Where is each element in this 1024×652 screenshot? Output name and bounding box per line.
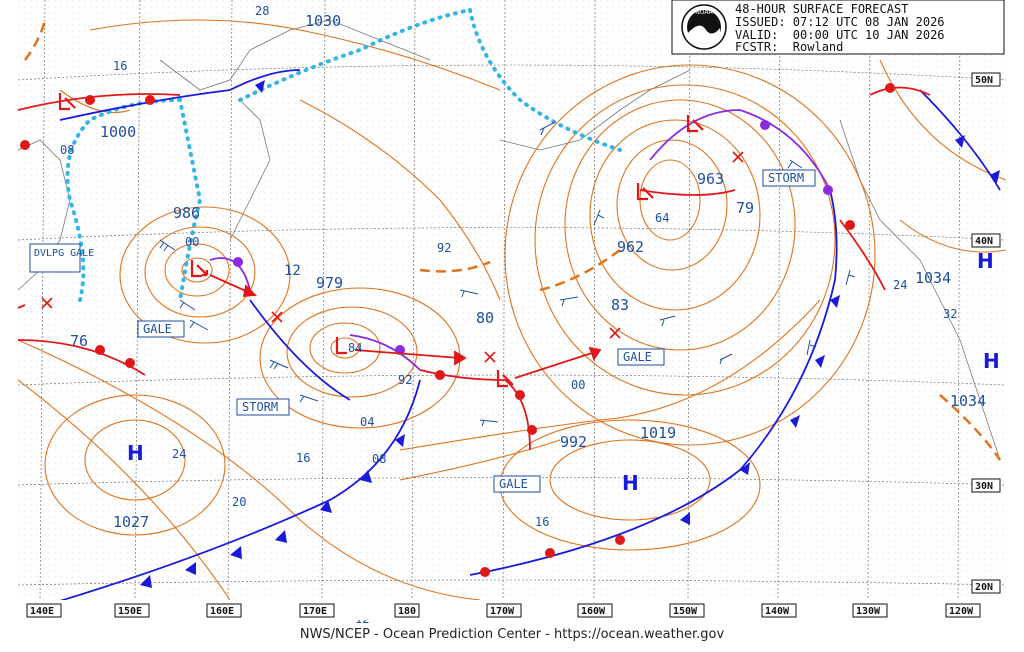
svg-text:1034: 1034 [950,392,986,410]
svg-text:992: 992 [560,433,587,451]
pressure-labels: 1030 1000 986 979 963 962 83 80 79 992 1… [60,4,986,626]
high-markers: H H H H [127,249,1000,495]
svg-text:150W: 150W [673,606,698,617]
warning-storm-1: STORM [236,398,290,416]
svg-text:12: 12 [284,263,301,279]
svg-text:1030: 1030 [305,12,341,30]
wind-barbs [159,121,856,427]
svg-text:28: 28 [255,4,269,18]
latitude-axis: 50N 40N 30N 20N [971,72,1001,594]
high-center-2: H [622,471,639,495]
high-center-3: H [977,249,994,273]
map-background [18,0,1006,600]
header-issued: ISSUED: 07:12 UTC 08 JAN 2026 [735,15,945,29]
warning-storm-2: STORM [762,169,816,187]
svg-text:979: 979 [316,274,343,292]
svg-text:130W: 130W [856,606,881,617]
warning-dvlpg-gale: DVLPG GALE [29,243,94,273]
svg-text:DVLPG GALE: DVLPG GALE [34,248,94,259]
low-markers [58,93,704,388]
header-forecaster: FCSTR: Rowland [735,40,843,54]
svg-text:150E: 150E [118,606,142,617]
low-x-markers [41,151,744,363]
ice-edge [65,8,622,302]
header-valid: VALID: 00:00 UTC 10 JAN 2026 [735,28,945,42]
svg-text:24: 24 [172,447,186,461]
svg-text:64: 64 [655,211,669,225]
svg-text:986: 986 [173,204,200,222]
svg-text:92: 92 [437,241,451,255]
cold-front-barbs [140,80,1000,588]
svg-text:16: 16 [296,451,310,465]
header-title: 48-HOUR SURFACE FORECAST [735,2,908,16]
svg-text:24: 24 [893,278,907,292]
svg-text:1019: 1019 [640,424,676,442]
longitude-axis: 140E 150E 160E 170E 180 170W 160W 150W 1… [18,600,1006,620]
svg-text:962: 962 [617,238,644,256]
svg-text:80: 80 [476,309,494,327]
footer-credit: NWS/NCEP - Ocean Prediction Center - htt… [299,627,725,642]
svg-text:963: 963 [697,170,724,188]
svg-text:STORM: STORM [768,171,804,185]
storm-tracks [17,274,602,379]
warm-front-bumps [20,83,895,577]
svg-text:00: 00 [571,378,585,392]
svg-text:32: 32 [943,307,957,321]
warning-gale-2: GALE [617,348,665,366]
svg-text:160E: 160E [210,606,234,617]
troughs [23,19,1002,461]
svg-text:GALE: GALE [623,350,652,364]
svg-text:30N: 30N [975,481,993,492]
warning-gale-3: GALE [493,475,541,493]
forecast-header: NOAA 48-HOUR SURFACE FORECAST ISSUED: 07… [671,0,1005,55]
high-center-4: H [983,349,1000,373]
svg-text:08: 08 [372,452,386,466]
svg-text:140W: 140W [765,606,790,617]
svg-text:16: 16 [113,59,127,73]
svg-text:20: 20 [232,495,246,509]
svg-text:84: 84 [348,341,362,355]
svg-text:1027: 1027 [113,513,149,531]
svg-text:08: 08 [60,143,74,157]
svg-text:79: 79 [736,199,754,217]
svg-text:170E: 170E [303,606,327,617]
svg-text:GALE: GALE [499,477,528,491]
svg-text:1000: 1000 [100,123,136,141]
svg-text:1034: 1034 [915,269,951,287]
svg-text:170W: 170W [490,606,515,617]
svg-text:40N: 40N [975,236,993,247]
high-center-1: H [127,441,144,465]
svg-text:140E: 140E [30,606,54,617]
svg-text:16: 16 [535,515,549,529]
svg-text:180: 180 [398,606,416,617]
svg-text:92: 92 [398,373,412,387]
warning-gale-1: GALE [137,320,185,338]
occluded-front-symbols [233,120,833,355]
svg-text:STORM: STORM [242,400,278,414]
svg-text:20N: 20N [975,582,993,593]
svg-text:04: 04 [360,415,374,429]
warning-boxes: DVLPG GALE GALE STORM STORM GALE GALE [29,169,816,493]
svg-text:76: 76 [70,332,88,350]
svg-text:50N: 50N [975,75,993,86]
svg-text:160W: 160W [581,606,606,617]
svg-text:GALE: GALE [143,322,172,336]
cold-fronts [29,69,1001,611]
noaa-logo-text: NOAA [695,9,713,16]
svg-text:00: 00 [185,235,199,249]
svg-text:120W: 120W [949,606,974,617]
svg-text:83: 83 [611,296,629,314]
